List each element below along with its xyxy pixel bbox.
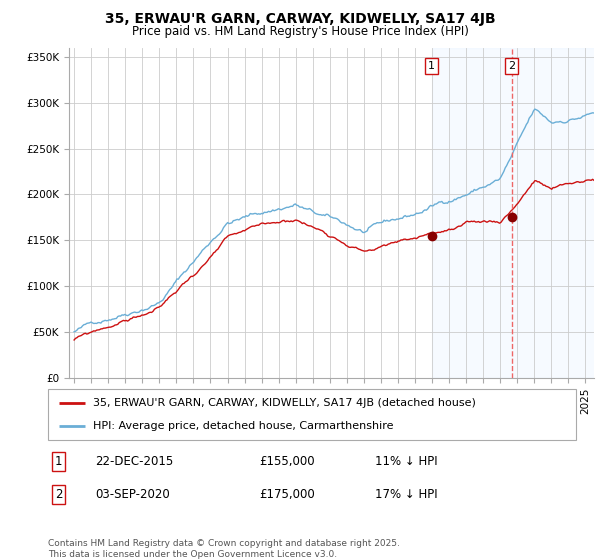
Text: 2: 2: [55, 488, 62, 501]
Text: 2: 2: [508, 61, 515, 71]
FancyBboxPatch shape: [48, 389, 576, 440]
Text: 17% ↓ HPI: 17% ↓ HPI: [376, 488, 438, 501]
Text: 22-DEC-2015: 22-DEC-2015: [95, 455, 174, 468]
Text: 1: 1: [55, 455, 62, 468]
Text: HPI: Average price, detached house, Carmarthenshire: HPI: Average price, detached house, Carm…: [93, 421, 394, 431]
Text: 03-SEP-2020: 03-SEP-2020: [95, 488, 170, 501]
Text: Price paid vs. HM Land Registry's House Price Index (HPI): Price paid vs. HM Land Registry's House …: [131, 25, 469, 38]
Text: £175,000: £175,000: [259, 488, 315, 501]
Text: 35, ERWAU'R GARN, CARWAY, KIDWELLY, SA17 4JB (detached house): 35, ERWAU'R GARN, CARWAY, KIDWELLY, SA17…: [93, 398, 476, 408]
Text: 35, ERWAU'R GARN, CARWAY, KIDWELLY, SA17 4JB: 35, ERWAU'R GARN, CARWAY, KIDWELLY, SA17…: [104, 12, 496, 26]
Text: 11% ↓ HPI: 11% ↓ HPI: [376, 455, 438, 468]
Text: £155,000: £155,000: [259, 455, 315, 468]
Bar: [431, 48, 600, 378]
Text: 1: 1: [428, 61, 435, 71]
Text: Contains HM Land Registry data © Crown copyright and database right 2025.
This d: Contains HM Land Registry data © Crown c…: [48, 539, 400, 559]
